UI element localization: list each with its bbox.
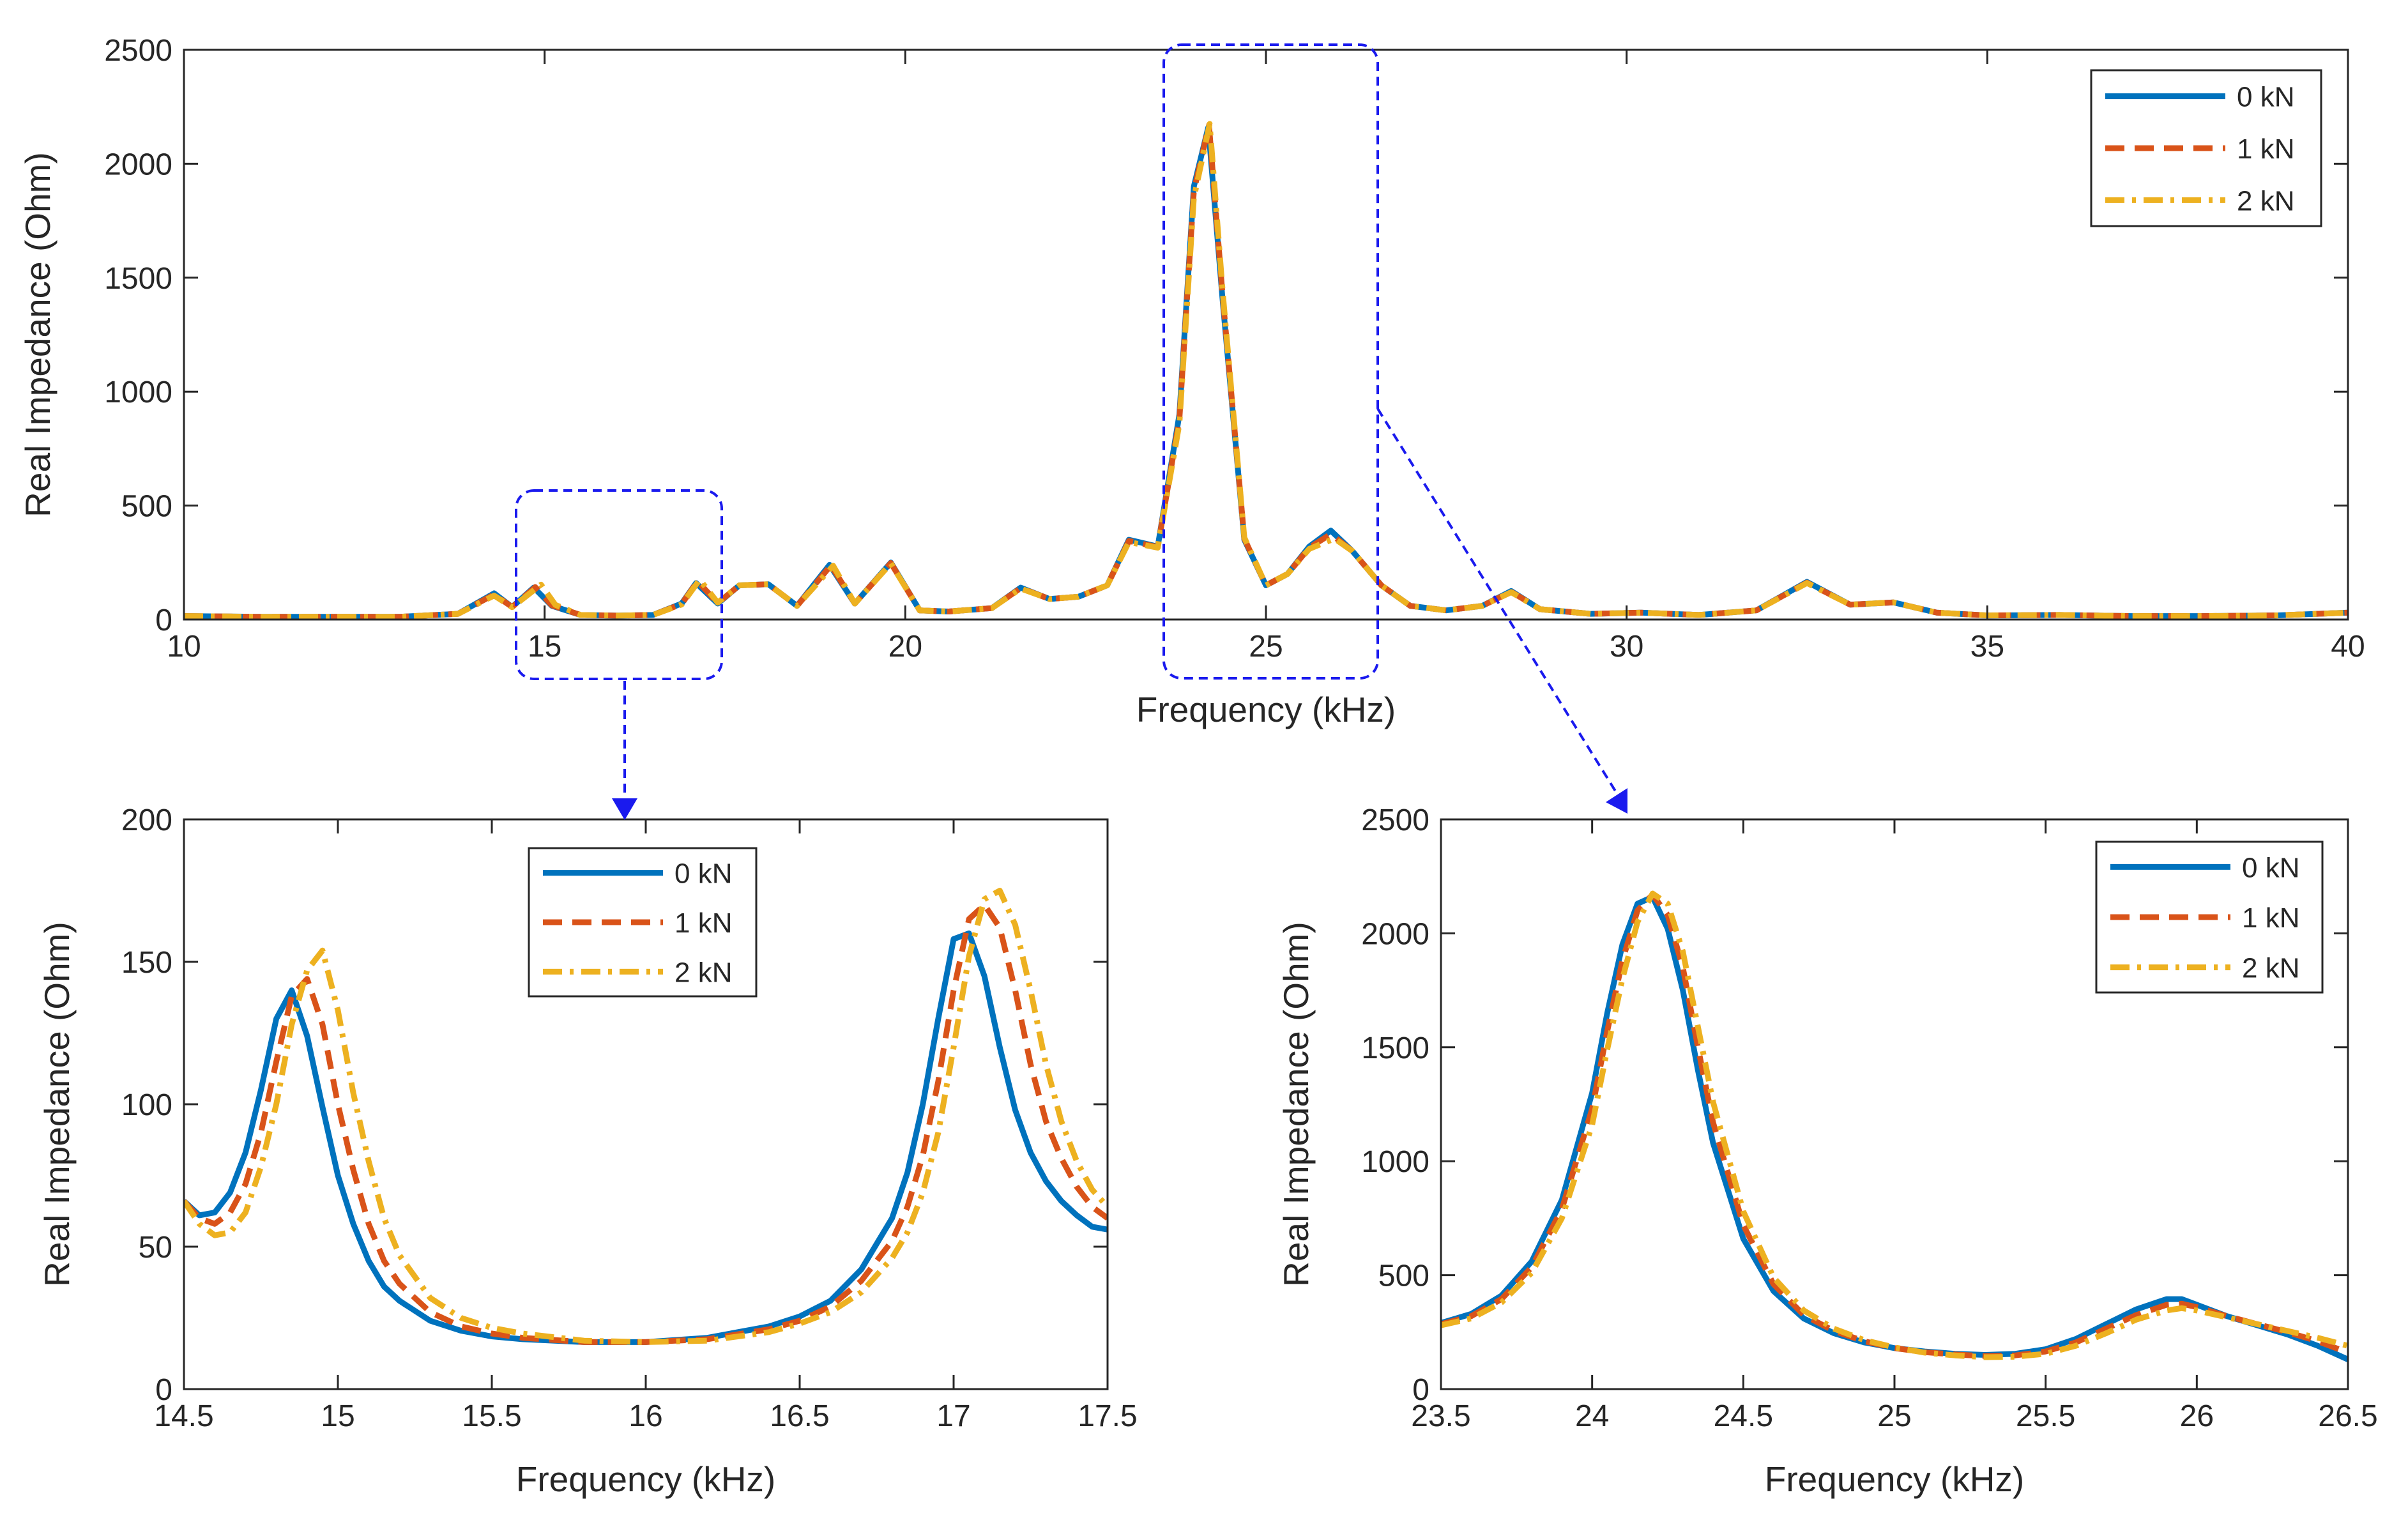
x-tick-label: 26 (2180, 1399, 2214, 1433)
x-tick-label: 23.5 (1411, 1399, 1470, 1433)
x-tick-label: 25 (1249, 630, 1283, 664)
x-tick-label: 25.5 (2016, 1399, 2075, 1433)
x-tick-label: 15 (528, 630, 561, 664)
y-tick-label: 100 (121, 1088, 172, 1122)
legend-label-1: 1 kN (2237, 133, 2294, 165)
series-line-2 (184, 888, 1108, 1345)
y-tick-label: 1500 (104, 262, 172, 296)
chart-panel-overview: 10 15 20 25 30 35 40 0 500 1000 1500 2000 2500 Freque… (18, 34, 2365, 729)
x-tick-label: 30 (1610, 630, 1643, 664)
series-line-2 (1441, 890, 2348, 1360)
y-tick-label: 200 (121, 803, 172, 837)
x-tick-label: 40 (2331, 630, 2365, 664)
legend-label-1: 1 kN (2242, 902, 2299, 934)
series-group (184, 888, 1108, 1345)
zoom-box-right (1162, 43, 1379, 680)
zoom-box-left (515, 489, 723, 680)
chart-panels: 10 15 20 25 30 35 4005001000150020002500Freque… (18, 34, 2378, 1499)
x-tick-label: 26.5 (2318, 1399, 2377, 1433)
y-tick-label: 2500 (104, 34, 172, 68)
x-tick-label: 24.5 (1714, 1399, 1773, 1433)
zoom-arrow-right (1376, 407, 1617, 793)
x-tick-label: 15 (321, 1399, 354, 1433)
legend-label-2: 2 kN (2237, 185, 2294, 217)
series-group (1441, 890, 2348, 1362)
legend: 0 kN 1 kN 2 kN (2090, 69, 2322, 227)
x-axis-label: Frequency (kHz) (516, 1459, 775, 1499)
legend-label-0: 0 kN (2242, 852, 2299, 883)
y-tick-label: 2000 (104, 148, 172, 181)
y-tick-label: 1000 (104, 376, 172, 409)
x-tick-label: 15.5 (462, 1399, 521, 1433)
y-tick-label: 500 (1378, 1259, 1429, 1293)
y-axis-label: Real Impedance (Ohm) (37, 922, 77, 1287)
x-tick-label: 10 (167, 630, 201, 664)
legend-label-2: 2 kN (2242, 953, 2299, 984)
y-tick-label: 1500 (1361, 1031, 1429, 1065)
legend-label-0: 0 kN (2237, 82, 2294, 113)
y-tick-label: 0 (1412, 1373, 1429, 1407)
chart-panel-zoom-right: 23.5 24 24.5 25 25.5 26 26.5 0 500 1000 1500 2000 25… (1276, 803, 2378, 1499)
x-tick-label: 14.5 (154, 1399, 213, 1433)
x-tick-label: 24 (1575, 1399, 1609, 1433)
y-tick-label: 500 (121, 490, 172, 524)
series-line-1 (184, 902, 1108, 1345)
x-tick-label: 25 (1877, 1399, 1911, 1433)
y-tick-label: 0 (155, 604, 172, 637)
legend: 0 kN 1 kN 2 kN (2095, 840, 2324, 994)
y-tick-label: 1000 (1361, 1145, 1429, 1179)
y-axis-label: Real Impedance (Ohm) (18, 152, 57, 517)
x-axis-label: Frequency (kHz) (1136, 690, 1396, 729)
legend: 0 kN 1 kN 2 kN (528, 847, 758, 998)
zoom-arrow-left-head (612, 798, 637, 820)
y-tick-label: 150 (121, 946, 172, 980)
x-tick-label: 35 (1970, 630, 2004, 664)
x-tick-label: 20 (888, 630, 922, 664)
legend-label-2: 2 kN (674, 957, 732, 988)
y-tick-label: 0 (155, 1373, 172, 1407)
legend-label-1: 1 kN (674, 908, 732, 939)
series-line-2 (184, 121, 2348, 620)
x-tick-label: 16 (629, 1399, 662, 1433)
y-tick-label: 2000 (1361, 917, 1429, 951)
zoom-arrow-right-head (1606, 788, 1627, 814)
x-tick-label: 16.5 (770, 1399, 829, 1433)
zoom-callouts (515, 43, 1627, 820)
series-line-1 (184, 122, 2348, 620)
x-tick-label: 17 (936, 1399, 970, 1433)
series-group (184, 121, 2348, 620)
y-tick-label: 2500 (1361, 803, 1429, 837)
x-axis-label: Frequency (kHz) (1765, 1459, 2024, 1499)
chart-panel-zoom-left: 14.5 15 15.5 16 16.5 17 17.5 0 50 100 150 200 Freque… (37, 803, 1138, 1499)
x-tick-label: 17.5 (1078, 1399, 1137, 1433)
legend-label-0: 0 kN (674, 858, 732, 890)
y-axis-label: Real Impedance (Ohm) (1276, 922, 1316, 1287)
y-tick-label: 50 (139, 1231, 172, 1265)
